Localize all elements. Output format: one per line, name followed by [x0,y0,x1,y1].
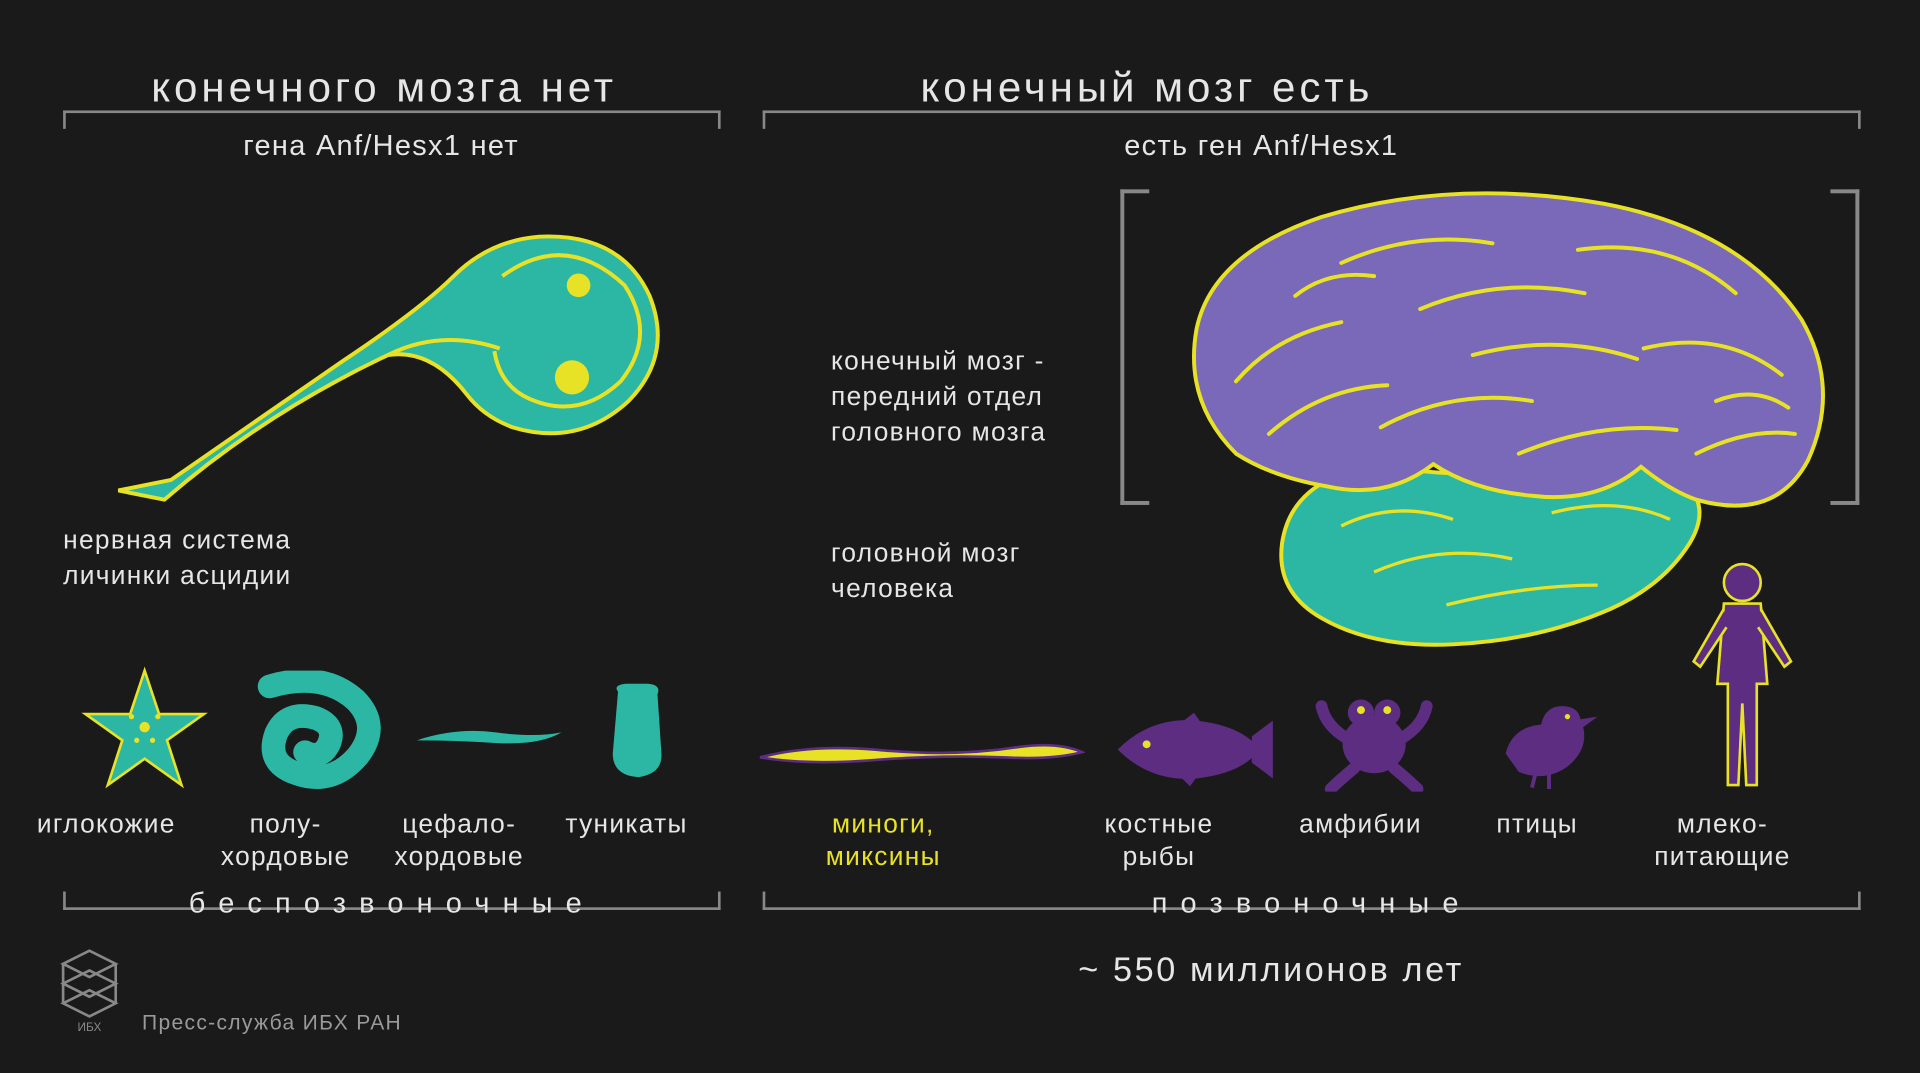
fish-icon [1105,710,1276,789]
tunicate-label: туникаты [565,809,687,842]
right-subtitle: есть ген Anf/Hesx1 [1124,129,1398,163]
echinoderm-label: иглокожие [37,809,176,842]
cephalochordate-label: цефало-хордовые [394,809,524,875]
left-subtitle: гена Anf/Hesx1 нет [243,129,519,163]
left-top-bracket [63,110,720,128]
svg-text:ИБХ: ИБХ [77,1020,101,1034]
amphibian-label: амфибии [1299,809,1422,842]
right-label-human-brain: головной мозгчеловека [831,537,1021,608]
mammal-label: млеко-питающие [1654,809,1791,875]
timeline-text: ~ 550 миллионов лет [1078,949,1464,990]
right-top-bracket [763,110,1861,128]
right-label-telencephalon: конечный мозг -передний отделголовного м… [831,345,1046,452]
right-title: конечный мозг есть [920,63,1373,112]
lamprey-label: миноги,миксины [826,809,941,875]
invertebrates-label: беспозвоночные [63,886,720,920]
cephalochordate-icon [410,717,568,756]
tunicate-icon [602,681,668,780]
ibch-logo-icon: ИБХ [50,944,129,1036]
hemichordate-icon [250,671,381,796]
left-caption: нервная системаличинки асцидии [63,523,291,594]
mammal-icon [1681,559,1806,796]
hemichordate-label: полу-хордовые [221,809,351,875]
bird-icon [1486,690,1604,789]
amphibian-icon [1315,686,1433,791]
echinoderm-icon [79,664,210,795]
lamprey-icon [756,734,1085,771]
credit-text: Пресс-служба ИБХ РАН [142,1013,402,1037]
fish-label: костныерыбы [1105,809,1214,875]
bird-label: птицы [1496,809,1578,842]
vertebrates-label: позвоночные [763,886,1861,920]
ascidian-larva-figure [105,204,684,506]
left-title: конечного мозга нет [151,63,617,112]
